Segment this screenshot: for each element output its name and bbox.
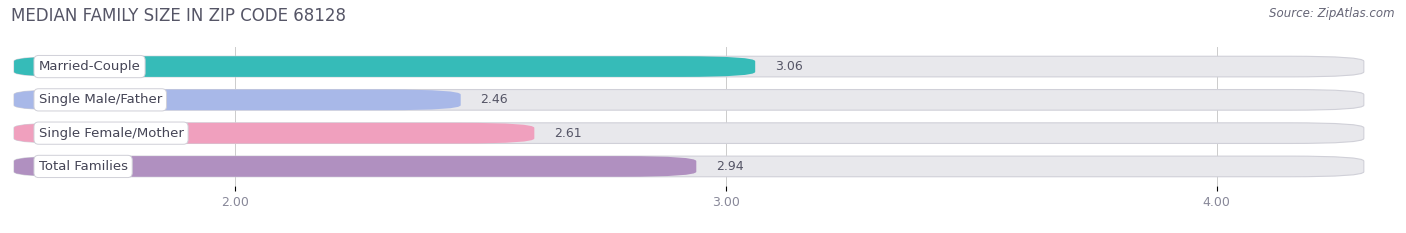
Text: 2.94: 2.94 bbox=[716, 160, 744, 173]
Text: Single Female/Mother: Single Female/Mother bbox=[38, 127, 183, 140]
FancyBboxPatch shape bbox=[14, 56, 1364, 77]
Text: 2.46: 2.46 bbox=[481, 93, 508, 106]
FancyBboxPatch shape bbox=[14, 156, 696, 177]
FancyBboxPatch shape bbox=[14, 123, 534, 144]
Text: Married-Couple: Married-Couple bbox=[38, 60, 141, 73]
FancyBboxPatch shape bbox=[14, 89, 461, 110]
FancyBboxPatch shape bbox=[14, 56, 755, 77]
FancyBboxPatch shape bbox=[14, 156, 1364, 177]
Text: Single Male/Father: Single Male/Father bbox=[38, 93, 162, 106]
Text: Source: ZipAtlas.com: Source: ZipAtlas.com bbox=[1270, 7, 1395, 20]
FancyBboxPatch shape bbox=[14, 123, 1364, 144]
Text: Total Families: Total Families bbox=[38, 160, 128, 173]
Text: MEDIAN FAMILY SIZE IN ZIP CODE 68128: MEDIAN FAMILY SIZE IN ZIP CODE 68128 bbox=[11, 7, 346, 25]
Text: 3.06: 3.06 bbox=[775, 60, 803, 73]
FancyBboxPatch shape bbox=[14, 89, 1364, 110]
Text: 2.61: 2.61 bbox=[554, 127, 582, 140]
